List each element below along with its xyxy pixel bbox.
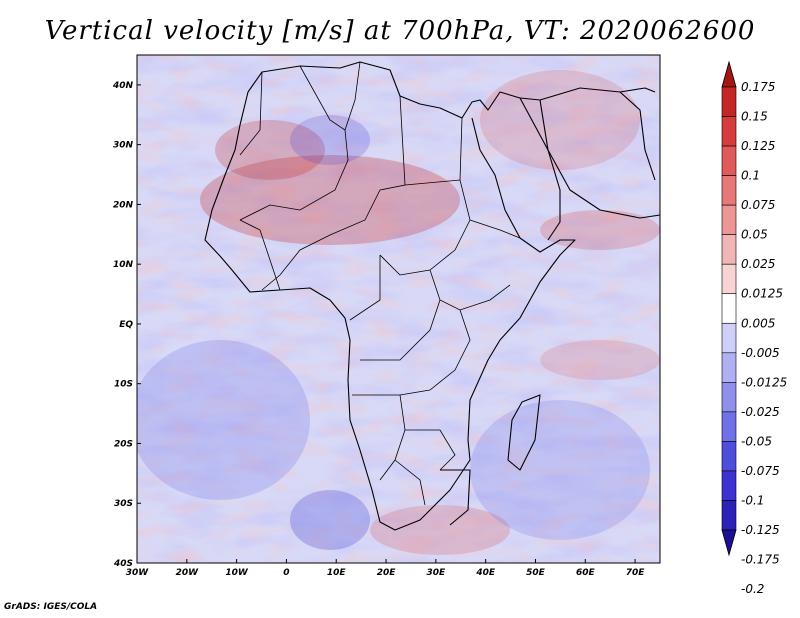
map-frame [136,54,661,564]
colorbar-bin [721,322,737,354]
colorbar-bin [721,175,737,206]
lon-tick-label: 30E [427,568,447,578]
colorbar-level-label: 0.005 [741,316,775,330]
colorbar-level-label: -0.005 [741,346,780,360]
colorbar-bin [721,145,737,176]
colorbar-bin [721,204,737,235]
lat-tick-label: 20N [113,200,134,210]
lon-tick-label: 50E [526,568,546,578]
colorbar-level-label: 0.05 [741,228,768,242]
colorbar-bin [721,263,737,295]
lon-tick-label: 70E [626,568,646,578]
lat-tick-label: EQ [119,320,133,330]
lat-tick-label: 40S [113,559,133,569]
latitude-axis: 40N 30N 20N 10N EQ 10S 20S 30S 40S [112,81,141,569]
colorbar-level-label: -0.05 [741,434,772,448]
colorbar-bin [721,293,737,324]
colorbar-level-label: 0.025 [741,257,775,271]
colorbar-min-arrow [721,529,737,557]
lat-tick-label: 40N [112,81,134,91]
colorbar-level-label: -0.025 [741,405,780,419]
colorbar-level-label: 0.125 [741,139,775,153]
colorbar-bin [721,116,737,147]
colorbar-bin [721,500,737,531]
colorbar-level-label: 0.15 [741,110,768,124]
colorbar-bin [721,86,737,117]
colorbar-bin [721,382,737,413]
lat-tick-label: 30N [113,141,134,151]
vertical-velocity-field [137,55,660,563]
colorbar-level-label: 0.175 [741,80,775,94]
colorbar-bin [721,441,737,472]
colorbar-bin [721,411,737,442]
lon-tick-label: 20W [176,568,200,578]
colorbar-level-label: 0.0125 [741,287,783,301]
colorbar-level-label: -0.175 [741,553,780,567]
lon-tick-label: 0 [283,568,289,578]
lon-tick-label: 40E [475,568,496,578]
colorbar-level-label: -0.075 [741,464,780,478]
colorbar-level-label: -0.1 [741,493,764,507]
coastlines-and-borders [204,61,660,531]
lon-tick-label: 20E [377,568,397,578]
colorbar-bin [721,470,737,501]
lon-tick-label: 60E [576,568,596,578]
lat-tick-label: 30S [114,499,133,509]
lon-tick-label: 10E [327,568,347,578]
country-borders [239,61,521,506]
colorbar-level-label: 0.075 [741,198,775,212]
lat-tick-label: 20S [114,439,133,449]
longitude-axis: 30W 20W 10W 0 10E 20E 30E 40E 50E 60E 70E [126,559,646,578]
colorbar-level-label: -0.125 [741,523,780,537]
colorbar-level-label: 0.1 [741,169,760,183]
colorbar-level-label: -0.2 [741,582,764,596]
colorbar-level-label: -0.0125 [741,375,787,389]
lon-tick-label: 30W [126,568,150,578]
chart-title: Vertical velocity [m/s] at 700hPa, VT: 2… [44,16,756,46]
lon-tick-label: 10W [225,568,249,578]
colorbar: 0.175 0.15 0.125 0.1 0.075 0.05 0.025 0.0125 0.0… [721,60,787,596]
lat-tick-label: 10N [113,260,134,270]
colorbar-max-arrow [721,60,737,88]
software-credit: GrADS: IGES/COLA [4,602,98,612]
lat-tick-label: 10S [114,380,133,390]
colorbar-bin [721,352,737,383]
colorbar-bin [721,234,737,265]
